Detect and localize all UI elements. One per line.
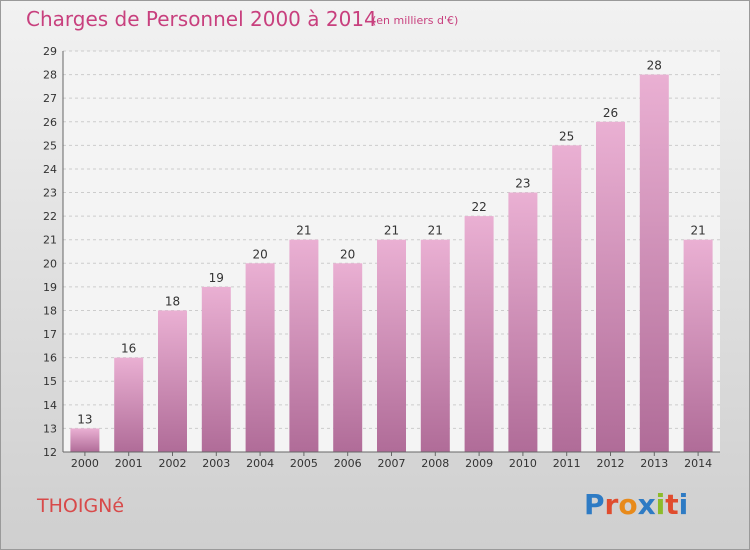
y-tick-label: 16 <box>43 352 57 365</box>
bar-value-label: 26 <box>603 106 618 120</box>
y-tick-label: 20 <box>43 257 57 270</box>
bar-value-label: 23 <box>515 177 530 191</box>
bar <box>158 310 187 452</box>
y-tick-label: 19 <box>43 281 57 294</box>
y-tick-label: 12 <box>43 446 57 459</box>
y-tick-label: 13 <box>43 422 57 435</box>
chart-subtitle: (en milliers d'€) <box>372 14 459 27</box>
logo-letter: i <box>655 488 666 521</box>
chart-title: Charges de Personnel 2000 à 2014 <box>26 7 377 31</box>
x-tick-label: 2010 <box>509 457 537 470</box>
bar-value-label: 21 <box>690 224 705 238</box>
y-tick-label: 25 <box>43 139 57 152</box>
y-tick-label: 22 <box>43 210 57 223</box>
bar-value-label: 19 <box>209 271 224 285</box>
axis-layer: 12 13 14 15 16 17 18 19 20 21 22 23 24 25 26 27 28 29 2000… <box>43 45 720 470</box>
y-tick-label: 29 <box>43 45 57 58</box>
x-tick-label: 2002 <box>159 457 187 470</box>
x-tick-label: 2012 <box>597 457 625 470</box>
bar <box>420 239 450 452</box>
x-tick-label: 2008 <box>421 457 449 470</box>
x-tick-label: 2014 <box>684 457 712 470</box>
bar-layer: 13 16 18 19 20 21 20 21 21 22 23 25 26 28 21 <box>70 59 713 453</box>
proxiti-logo[interactable]: Proxiti <box>584 488 688 521</box>
bar <box>464 216 494 452</box>
bar <box>245 263 275 452</box>
logo-letter: P <box>584 488 605 521</box>
bar <box>508 192 538 452</box>
logo-letter: r <box>604 488 619 521</box>
y-tick-label: 15 <box>43 375 57 388</box>
commune-name: THOIGNé <box>37 495 125 517</box>
y-tick-label: 28 <box>43 69 57 82</box>
bar-value-label: 13 <box>77 412 92 426</box>
bar-value-label: 28 <box>647 59 662 73</box>
bar <box>333 263 363 452</box>
logo-letter: x <box>637 488 656 521</box>
bar-value-label: 22 <box>471 200 486 214</box>
x-tick-label: 2007 <box>378 457 406 470</box>
bar-value-label: 20 <box>340 247 355 261</box>
logo-letter: o <box>618 488 638 521</box>
x-tick-label: 2013 <box>640 457 668 470</box>
logo-letter: i <box>678 488 689 521</box>
y-tick-label: 18 <box>43 304 57 317</box>
bar <box>683 239 713 452</box>
bar <box>377 239 406 452</box>
y-tick-label: 24 <box>43 163 57 176</box>
x-tick-label: 2005 <box>290 457 318 470</box>
y-tick-label: 23 <box>43 187 57 200</box>
bar <box>639 74 669 453</box>
x-tick-label: 2000 <box>71 457 99 470</box>
y-tick-label: 27 <box>43 92 57 105</box>
bar <box>289 239 319 452</box>
bar <box>70 428 100 452</box>
x-tick-label: 2003 <box>202 457 230 470</box>
bar-value-label: 25 <box>559 129 574 143</box>
x-tick-label: 2004 <box>246 457 274 470</box>
x-tick-label: 2001 <box>115 457 143 470</box>
bar <box>201 286 231 452</box>
x-tick-label: 2009 <box>465 457 493 470</box>
bar <box>596 121 625 452</box>
bar-value-label: 16 <box>121 342 136 356</box>
bar-value-label: 18 <box>165 294 180 308</box>
x-tick-label: 2011 <box>553 457 581 470</box>
bar-value-label: 21 <box>428 224 443 238</box>
bar <box>114 357 144 452</box>
bar-value-label: 21 <box>384 224 399 238</box>
x-tick-label: 2006 <box>334 457 362 470</box>
y-tick-label: 26 <box>43 116 57 129</box>
bar-value-label: 20 <box>252 247 267 261</box>
y-tick-label: 21 <box>43 234 57 247</box>
y-tick-label: 17 <box>43 328 57 341</box>
y-tick-label: 14 <box>43 399 57 412</box>
logo-letter: t <box>665 488 679 521</box>
bar <box>552 145 582 452</box>
bar-value-label: 21 <box>296 224 311 238</box>
